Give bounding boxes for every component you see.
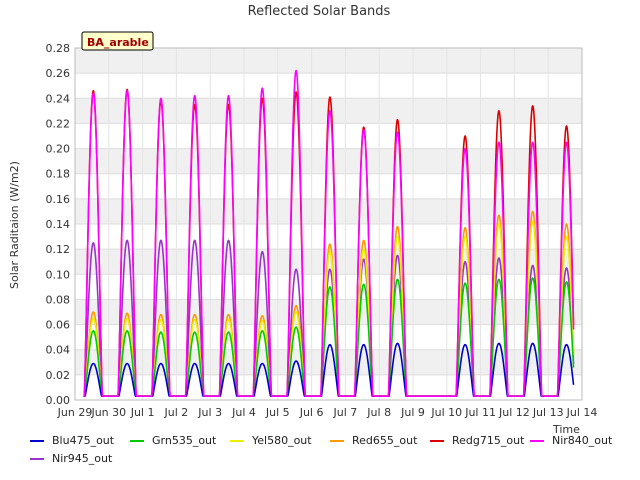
legend-label: Blu475_out [52, 434, 115, 447]
x-tick-label: Jun 30 [90, 406, 126, 419]
x-tick-label: Jul 7 [333, 406, 358, 419]
series-line-Nir840_out [83, 69, 575, 398]
x-tick-label: Jul 6 [299, 406, 324, 419]
x-tick-label: Jul 13 [532, 406, 564, 419]
legend-item: Blu475_out [30, 434, 114, 447]
legend-swatch [430, 439, 444, 442]
legend-swatch [230, 439, 244, 442]
x-tick-label: Jul 9 [400, 406, 425, 419]
legend-item: Grn535_out [130, 434, 216, 447]
legend-swatch [530, 439, 544, 442]
y-tick-label: 0.20 [46, 143, 71, 156]
legend-item: Yel580_out [230, 434, 312, 447]
y-tick-label: 0.16 [46, 193, 71, 206]
x-tick-label: Jul 2 [164, 406, 189, 419]
legend-item: Redg715_out [430, 434, 524, 447]
legend-swatch [30, 457, 44, 460]
y-axis-label: Solar Raditaion (W/m2) [8, 161, 21, 289]
legend-label: Redg715_out [452, 434, 525, 447]
x-tick-label: Jun 29 [57, 406, 93, 419]
legend-label: Grn535_out [152, 434, 217, 447]
legend-item: Red655_out [330, 434, 417, 447]
y-tick-label: 0.02 [46, 369, 71, 382]
y-tick-label: 0.14 [46, 218, 71, 231]
y-tick-label: 0.24 [46, 92, 71, 105]
y-tick-label: 0.00 [46, 394, 71, 407]
y-tick-label: 0.28 [46, 42, 71, 55]
series-layer [83, 69, 575, 398]
grid-band [75, 374, 582, 400]
x-tick-label: Jul 11 [464, 406, 496, 419]
grid-band [75, 48, 582, 74]
x-axis-label: Time [552, 423, 580, 436]
x-tick-label: Jul 12 [498, 406, 530, 419]
station-badge: BA_arable [81, 31, 154, 51]
y-tick-label: 0.18 [46, 168, 71, 181]
x-tick-label: Jul 5 [265, 406, 290, 419]
y-tick-label: 0.10 [46, 268, 71, 281]
x-tick-label: Jul 14 [566, 406, 598, 419]
grid-band [75, 198, 582, 224]
y-tick-label: 0.08 [46, 293, 71, 306]
y-tick-label: 0.06 [46, 319, 71, 332]
x-tick-label: Jul 3 [197, 406, 222, 419]
legend-label: Yel580_out [252, 434, 312, 447]
grid-band [75, 173, 582, 199]
grid-band [75, 349, 582, 375]
tick-labels: 0.00 0.02 0.04 0.06 0.08 0.10 0.12 0.14 0.16 0.18… [46, 42, 598, 419]
legend-label: Nir840_out [552, 434, 613, 447]
y-tick-label: 0.12 [46, 243, 71, 256]
y-tick-label: 0.22 [46, 117, 71, 130]
series-line-Grn535_out [83, 277, 575, 398]
legend-swatch [330, 439, 344, 442]
grid-band [75, 73, 582, 99]
x-tick-label: Jul 8 [366, 406, 391, 419]
legend-label: Nir945_out [52, 452, 113, 465]
y-tick-label: 0.04 [46, 344, 71, 357]
legend-item: Nir945_out [30, 452, 112, 465]
axes [74, 47, 583, 401]
series-line-Blu475_out [83, 342, 575, 398]
station-badge-label: BA_arable [87, 36, 149, 49]
y-tick-label: 0.26 [46, 67, 71, 80]
legend-item: Nir840_out [530, 434, 612, 447]
x-tick-label: Jul 10 [430, 406, 462, 419]
legend-label: Red655_out [352, 434, 418, 447]
legend-swatch [30, 439, 44, 442]
x-tick-label: Jul 4 [231, 406, 256, 419]
x-tick-label: Jul 1 [130, 406, 155, 419]
chart-title: Reflected Solar Bands [248, 4, 391, 19]
legend-swatch [130, 439, 144, 442]
plot-frame [74, 47, 583, 401]
grid-band [75, 148, 582, 174]
